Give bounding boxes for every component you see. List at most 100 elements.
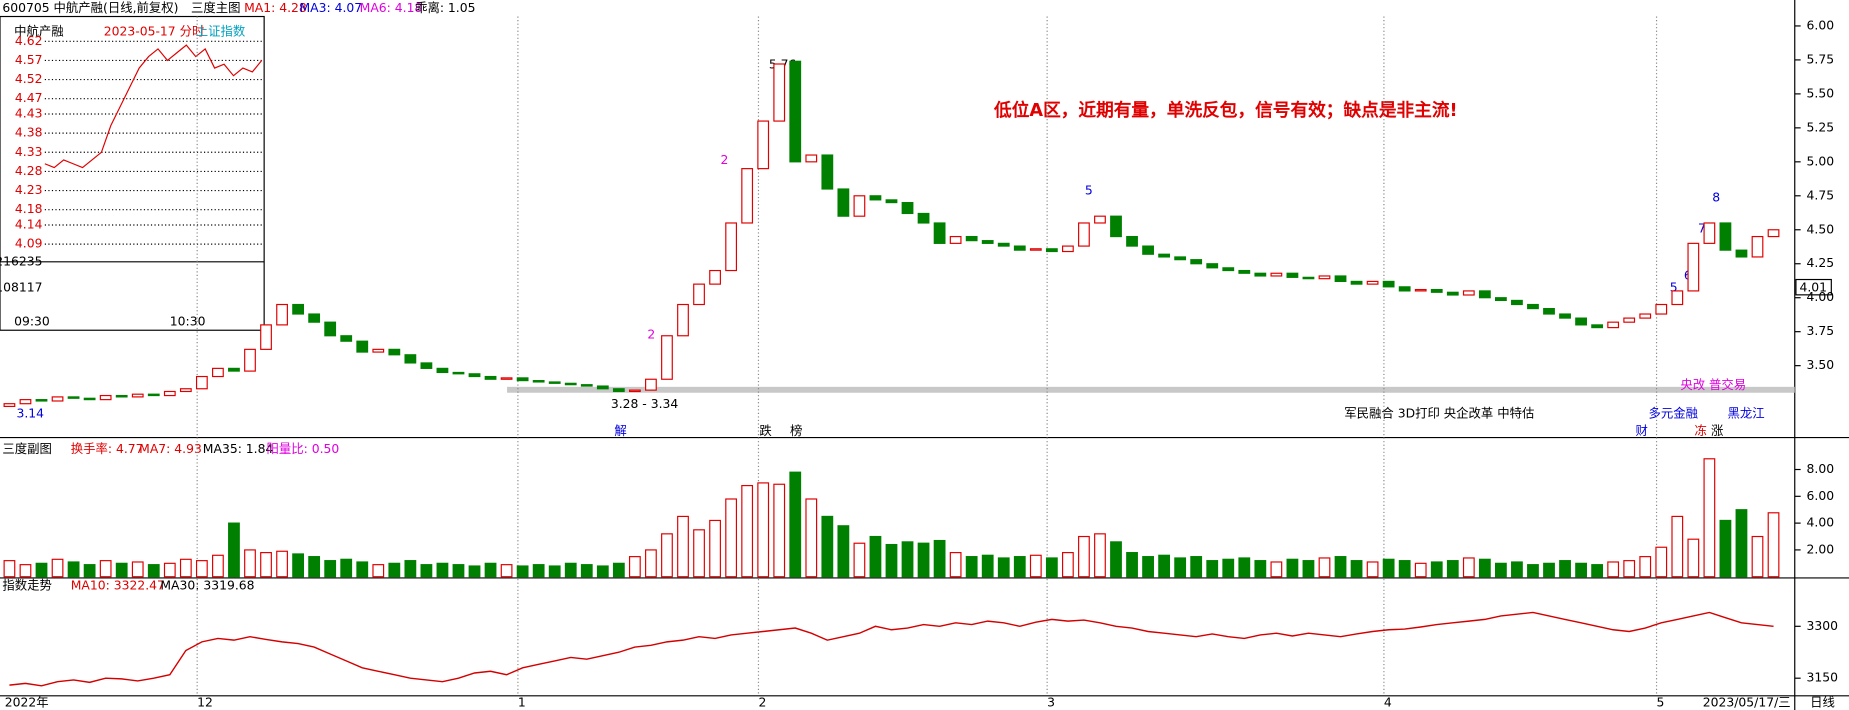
intraday-inset: 中航产融 2023-05-17 分时 上证指数 216235 108117 09…	[0, 15, 265, 331]
volume-bar	[500, 564, 513, 578]
candle	[901, 202, 914, 215]
x-tick-label: 3	[1047, 695, 1055, 709]
candle	[1094, 215, 1106, 224]
volume-bar	[1382, 558, 1395, 578]
y-tick-label: 5.00	[1807, 154, 1835, 168]
badge: 榜	[790, 423, 802, 438]
inset-tick-label: 4.62	[15, 34, 43, 48]
candle	[1430, 288, 1443, 293]
x-tick-label: 12	[197, 695, 213, 709]
candle	[917, 212, 930, 224]
volume-bar	[1222, 558, 1235, 578]
volume-bar	[1703, 458, 1716, 578]
candle	[1334, 275, 1347, 282]
inset-frame	[0, 15, 265, 331]
candle	[99, 394, 112, 401]
volume-bar	[1462, 557, 1475, 578]
signal: 2	[720, 153, 728, 167]
volume-bar	[1045, 557, 1058, 578]
volume-bar	[1366, 561, 1379, 578]
volume-bar	[1350, 560, 1363, 578]
volume-bar	[195, 560, 208, 578]
volume-bar	[965, 556, 978, 578]
volume-bar	[1623, 560, 1636, 578]
candle	[1607, 321, 1620, 329]
panel-label: 三度副图	[2, 441, 52, 456]
candle	[131, 393, 144, 398]
volume-bar	[212, 554, 224, 578]
signal: 2	[647, 327, 655, 341]
candle	[789, 60, 802, 163]
signal: 8	[1712, 191, 1720, 205]
volume-bar	[1013, 556, 1026, 578]
volume-bar	[949, 552, 962, 578]
y-tick-label: 3300	[1807, 619, 1839, 633]
volume-bar	[532, 564, 545, 578]
volume-bar	[1061, 552, 1074, 578]
candle	[1158, 253, 1171, 258]
candle	[1382, 280, 1395, 288]
candle	[661, 335, 673, 380]
volume-bar	[276, 550, 288, 578]
candle	[340, 335, 353, 342]
candle	[19, 399, 32, 405]
candle	[388, 348, 401, 356]
y-tick-label: 4.00	[1807, 516, 1835, 530]
candle	[580, 384, 593, 387]
volume-bar	[917, 542, 930, 578]
candle	[83, 397, 96, 401]
candle	[709, 269, 721, 285]
sector: 多元金融	[1649, 405, 1699, 420]
volume-bar	[292, 553, 305, 578]
volume-bar	[997, 557, 1010, 578]
candle	[1446, 291, 1459, 296]
volume-bar	[1575, 562, 1587, 578]
volume-bar	[1639, 556, 1652, 578]
volume-bar	[741, 485, 754, 578]
inset-tick-label: 4.52	[15, 72, 43, 86]
candle	[228, 367, 240, 372]
volume-bar	[1751, 535, 1764, 578]
y-tick-label: 8.00	[1807, 462, 1835, 476]
volume-bar	[1110, 541, 1122, 578]
candle	[532, 380, 545, 383]
volume-bar	[1206, 560, 1219, 578]
badge: 冻	[1695, 423, 1707, 438]
volume-bar	[1126, 552, 1138, 578]
candle	[949, 235, 962, 244]
volume-bar	[1078, 535, 1090, 578]
volume-bar	[1527, 564, 1539, 578]
volume-bar	[1655, 546, 1668, 578]
candle	[933, 222, 946, 244]
volume-bar	[51, 558, 64, 578]
volume-bar	[1158, 554, 1171, 578]
volume-bar	[35, 562, 48, 578]
y-tick-label: 5.25	[1807, 120, 1835, 134]
candle	[1511, 299, 1523, 306]
inset-tick-label: 4.38	[15, 126, 43, 140]
y-tick-label: 6.00	[1807, 18, 1835, 32]
volume-bar	[628, 556, 641, 578]
candle	[35, 399, 48, 402]
candle	[436, 367, 449, 374]
candle	[3, 403, 16, 408]
candle	[677, 303, 689, 337]
inset-time: 10:30	[170, 314, 206, 328]
candle	[1527, 303, 1539, 310]
volume-bar	[131, 561, 144, 578]
candle	[1142, 245, 1154, 255]
x-tick-label: 4	[1384, 695, 1392, 709]
badge: 跌	[759, 423, 771, 438]
volume-bar	[1302, 560, 1315, 578]
volume-bar	[324, 560, 337, 578]
ma30: MA30: 3319.68	[160, 579, 254, 593]
stock-code: 600705 中航产融(日线,前复权)	[2, 0, 178, 15]
candle	[853, 195, 866, 217]
candle	[1719, 222, 1732, 251]
inset-tick-label: 4.23	[15, 183, 43, 197]
left-price: 3.14	[17, 406, 45, 420]
volume-bar	[853, 542, 866, 578]
candle	[628, 389, 641, 393]
candle	[773, 63, 786, 122]
